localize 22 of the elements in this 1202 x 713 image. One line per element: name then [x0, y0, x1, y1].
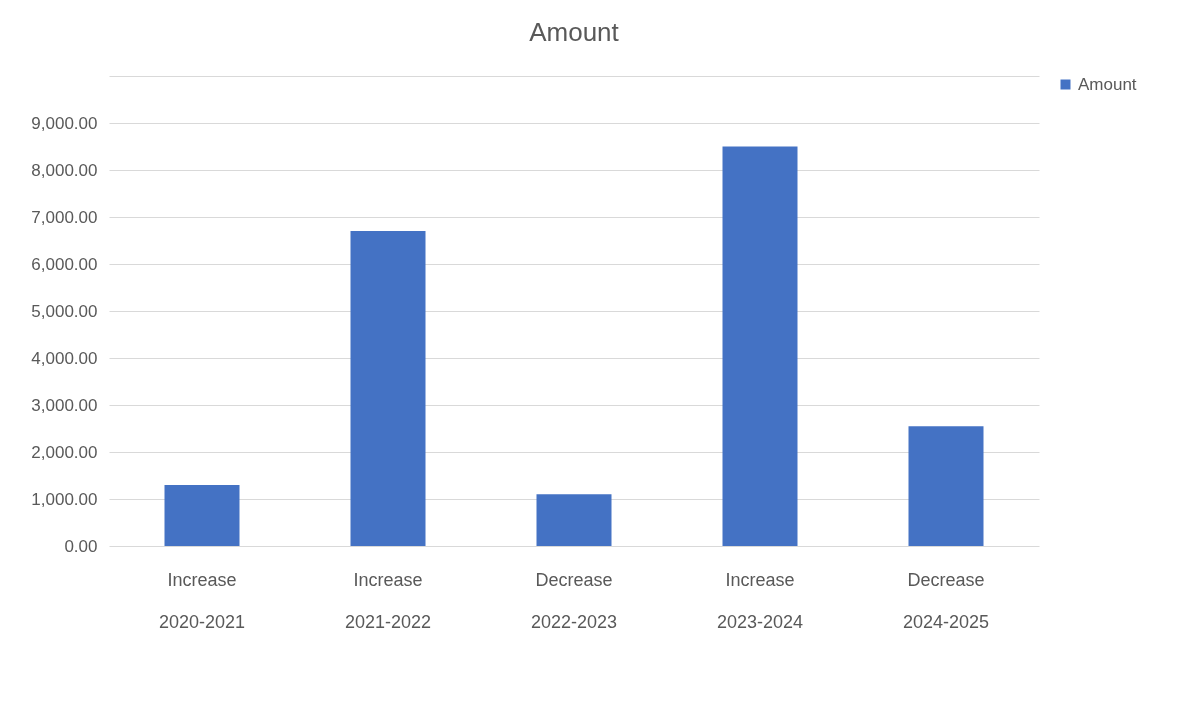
legend-label: Amount	[1078, 74, 1137, 94]
bar	[722, 146, 798, 546]
chart-title: Amount	[529, 17, 620, 47]
bar	[536, 494, 612, 546]
y-tick-label: 9,000.00	[31, 113, 98, 133]
category-label: Increase 2023-2024	[716, 569, 804, 632]
category-label: Increase 2021-2022	[344, 569, 432, 632]
y-tick-label: 0.00	[64, 536, 98, 556]
bar	[350, 231, 426, 546]
y-tick-label: 6,000.00	[31, 254, 98, 274]
bar	[908, 426, 984, 546]
y-tick-label: 1,000.00	[31, 489, 98, 509]
category-label: Decrease 2022-2023	[530, 569, 618, 632]
y-tick-label: 8,000.00	[31, 160, 98, 180]
category-label: Increase 2020-2021	[158, 569, 246, 632]
category-label: Decrease 2024-2025	[902, 569, 990, 632]
y-tick-label: 4,000.00	[31, 348, 98, 368]
bar	[164, 484, 240, 546]
y-tick-label: 2,000.00	[31, 442, 98, 462]
y-tick-label: 3,000.00	[31, 395, 98, 415]
y-tick-label: 7,000.00	[31, 207, 98, 227]
y-tick-label: 5,000.00	[31, 301, 98, 321]
